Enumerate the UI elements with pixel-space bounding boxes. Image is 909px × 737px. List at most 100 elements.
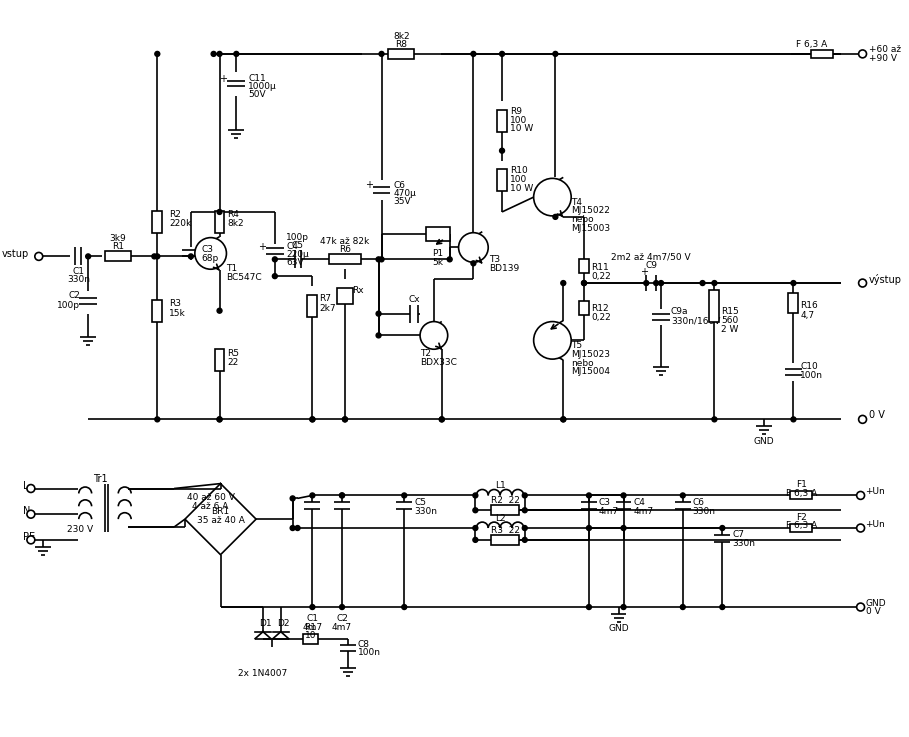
- Text: R9: R9: [510, 107, 522, 116]
- Text: C4: C4: [286, 242, 298, 251]
- Text: Rx: Rx: [352, 287, 364, 296]
- Text: R1: R1: [305, 624, 316, 632]
- Circle shape: [712, 281, 717, 285]
- Circle shape: [859, 279, 866, 287]
- Text: 8k2: 8k2: [393, 32, 410, 41]
- Bar: [215, 211, 225, 233]
- Text: 230 V: 230 V: [67, 525, 94, 534]
- Text: 330n: 330n: [66, 275, 90, 284]
- Text: 220μ: 220μ: [286, 250, 309, 259]
- Circle shape: [680, 604, 685, 609]
- Text: R16: R16: [800, 301, 818, 310]
- Text: T1: T1: [226, 264, 237, 273]
- Circle shape: [534, 321, 571, 359]
- Text: F1: F1: [796, 480, 807, 489]
- Text: nebo: nebo: [571, 215, 594, 224]
- Text: +: +: [365, 181, 373, 190]
- Text: 100p: 100p: [286, 233, 309, 242]
- Circle shape: [586, 493, 592, 498]
- Bar: [491, 506, 519, 515]
- Text: 0 V: 0 V: [865, 607, 880, 616]
- Circle shape: [290, 525, 295, 531]
- Text: MJ15004: MJ15004: [571, 368, 610, 377]
- Text: F 6,3 A: F 6,3 A: [795, 40, 827, 49]
- Circle shape: [471, 52, 476, 56]
- Text: 0,22: 0,22: [591, 313, 611, 322]
- Circle shape: [621, 604, 626, 609]
- Text: 10: 10: [305, 631, 316, 640]
- Circle shape: [791, 417, 796, 422]
- Circle shape: [217, 52, 222, 56]
- Bar: [791, 524, 813, 532]
- Text: C5: C5: [415, 497, 426, 507]
- Circle shape: [621, 493, 626, 498]
- Circle shape: [310, 417, 315, 422]
- Text: C9: C9: [645, 261, 657, 270]
- Circle shape: [473, 493, 478, 498]
- Text: +: +: [258, 242, 266, 251]
- Text: R8: R8: [395, 40, 407, 49]
- Circle shape: [155, 254, 160, 259]
- Circle shape: [155, 52, 160, 56]
- Text: L2: L2: [494, 514, 505, 523]
- Text: C11: C11: [248, 74, 266, 83]
- Text: 63V: 63V: [286, 258, 305, 267]
- Text: 4m7: 4m7: [634, 507, 654, 516]
- Circle shape: [155, 417, 160, 422]
- Text: P1: P1: [433, 249, 444, 258]
- Circle shape: [310, 493, 315, 498]
- Text: 47k až 82k: 47k až 82k: [320, 237, 370, 246]
- Text: 4m7: 4m7: [332, 624, 352, 632]
- Text: 100p: 100p: [57, 301, 80, 310]
- Text: C8: C8: [358, 640, 370, 649]
- Bar: [153, 300, 162, 321]
- Circle shape: [439, 417, 445, 422]
- Text: 5k: 5k: [433, 258, 444, 267]
- Text: C1: C1: [73, 267, 85, 276]
- Circle shape: [310, 417, 315, 422]
- Text: 100: 100: [510, 116, 527, 125]
- Text: +Un: +Un: [865, 520, 885, 528]
- Circle shape: [856, 492, 864, 500]
- Bar: [307, 295, 317, 317]
- Circle shape: [402, 493, 406, 498]
- Circle shape: [700, 281, 705, 285]
- Bar: [426, 227, 450, 240]
- Circle shape: [644, 281, 649, 285]
- Text: C1: C1: [306, 615, 318, 624]
- Text: MJ15022: MJ15022: [571, 206, 610, 215]
- Bar: [329, 254, 361, 265]
- Bar: [811, 50, 833, 57]
- Text: R10: R10: [510, 166, 528, 175]
- Text: 330n/160V: 330n/160V: [671, 316, 720, 325]
- Text: R2: R2: [169, 210, 181, 220]
- Bar: [215, 349, 225, 371]
- Text: 4 až 6 A: 4 až 6 A: [193, 502, 229, 511]
- Circle shape: [523, 525, 527, 531]
- Text: F2: F2: [796, 513, 806, 522]
- Circle shape: [217, 417, 222, 422]
- Text: Cx: Cx: [408, 296, 420, 304]
- Text: C2: C2: [68, 291, 80, 301]
- Circle shape: [290, 496, 295, 501]
- Bar: [791, 492, 813, 500]
- Text: D2: D2: [277, 619, 289, 629]
- Bar: [491, 535, 519, 545]
- Circle shape: [473, 508, 478, 513]
- Circle shape: [211, 52, 216, 56]
- Text: MJ15023: MJ15023: [571, 349, 610, 359]
- Circle shape: [523, 493, 527, 498]
- Circle shape: [654, 281, 659, 285]
- Text: +: +: [219, 74, 227, 83]
- Text: R3: R3: [169, 299, 181, 308]
- Circle shape: [402, 604, 406, 609]
- Text: C7: C7: [732, 531, 744, 539]
- Circle shape: [856, 524, 864, 532]
- Circle shape: [561, 417, 565, 422]
- Text: BDX33C: BDX33C: [420, 357, 457, 366]
- Bar: [788, 293, 798, 312]
- Text: 35V: 35V: [394, 197, 411, 206]
- Text: C2: C2: [336, 615, 348, 624]
- Bar: [388, 49, 415, 59]
- Text: 4m7: 4m7: [303, 624, 323, 632]
